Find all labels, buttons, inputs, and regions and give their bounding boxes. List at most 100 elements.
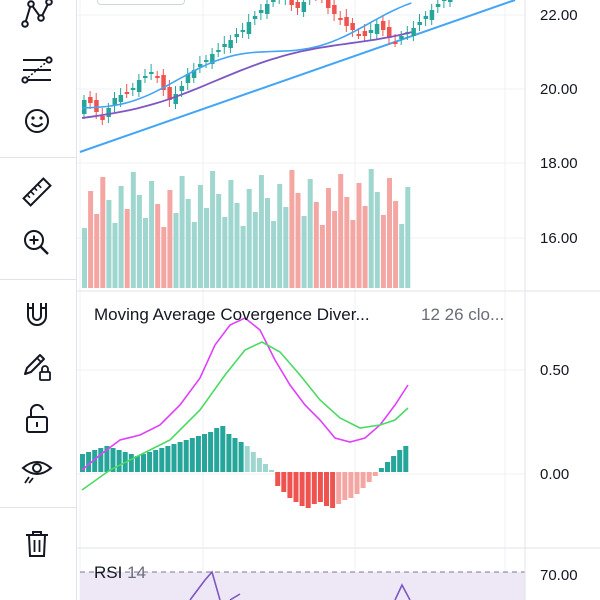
zoom-in-button[interactable] [14, 223, 60, 263]
macd-histogram-bar [104, 446, 110, 472]
volume-bar [82, 228, 87, 288]
volume-bar [88, 191, 94, 288]
macd-histogram-bar [183, 440, 189, 472]
eye-icon [21, 461, 53, 484]
price-axis-label: 16.00 [540, 230, 578, 247]
volume-bar [149, 181, 155, 288]
drawing-toolbar [0, 0, 77, 600]
candle-body [252, 16, 258, 19]
price-axis-label: 22.00 [540, 7, 578, 24]
emoji-button[interactable] [14, 101, 60, 141]
unlock-button[interactable] [14, 399, 60, 439]
volume-bar [191, 222, 197, 288]
fib-retracement-button[interactable] [14, 50, 60, 90]
macd-histogram-bar [354, 472, 360, 494]
macd-histogram-bar [226, 434, 232, 472]
trash-icon [26, 531, 48, 557]
candle-body [423, 16, 429, 19]
chart-canvas[interactable]: 22.00 20.00 18.00 16.00 0.50 0.00 70.00 [77, 0, 600, 600]
candle-body [417, 22, 422, 25]
candle-body [344, 17, 349, 26]
volume-bar [197, 185, 203, 288]
volume-bar [399, 224, 405, 288]
macd-histogram-bar [378, 468, 384, 472]
candle-body [338, 18, 343, 20]
macd-indicator-title[interactable]: Moving Average Covergence Diver... [94, 305, 370, 324]
candle-body [143, 76, 148, 78]
candle-body [368, 30, 374, 33]
macd-axis-label: 0.00 [540, 466, 569, 483]
macd-axis-label: 0.50 [540, 362, 569, 379]
chart-area[interactable]: 22.00 20.00 18.00 16.00 0.50 0.00 70.00 [77, 0, 600, 600]
macd-histogram-bar [244, 446, 250, 472]
macd-histogram [80, 426, 409, 508]
lock-drawings-button[interactable] [14, 346, 60, 386]
macd-histogram-bar [348, 472, 354, 498]
macd-histogram-bar [317, 472, 323, 502]
candle-body [362, 31, 368, 36]
volume-bar [185, 199, 191, 288]
macd-histogram-bar [86, 452, 92, 472]
candle-body [149, 72, 154, 74]
volume-bar [136, 195, 142, 288]
macd-histogram-bar [275, 472, 281, 486]
candle-body [380, 21, 386, 30]
price-axis-label: 18.00 [540, 155, 578, 172]
candle-body [326, 0, 331, 8]
volume-bar [143, 218, 148, 288]
volume-bar [350, 220, 356, 288]
candle-body [173, 94, 178, 104]
macd-histogram-bar [153, 450, 159, 472]
volume-bar [393, 201, 399, 288]
macd-histogram-bar [391, 456, 397, 472]
volume-bar [118, 186, 124, 288]
price-axis-label: 20.00 [540, 81, 578, 98]
ruler-button[interactable] [14, 172, 60, 212]
volume-bar [112, 223, 118, 288]
volume-bar [252, 212, 258, 288]
volume-bar [155, 204, 161, 288]
grid-lines [77, 0, 525, 600]
rsi-indicator-param: 14 [127, 563, 146, 582]
volume-bar [368, 169, 374, 288]
candle-body [356, 34, 361, 36]
candle-body [332, 5, 337, 14]
legend-toggle[interactable] [97, 0, 185, 5]
candle-body [204, 60, 209, 62]
rsi-indicator-title[interactable]: RSI 14 [94, 563, 146, 583]
macd-histogram-bar [342, 472, 348, 500]
volume-bar [124, 209, 130, 288]
macd-histogram-bar [232, 438, 238, 472]
macd-histogram-bar [250, 452, 256, 472]
macd-histogram-bar [330, 472, 336, 508]
volume-bar [289, 170, 295, 288]
rsi-axis-label: 70.00 [540, 567, 578, 584]
candle-body [130, 88, 136, 90]
magnet-button[interactable] [14, 295, 60, 335]
remove-drawings-button[interactable] [14, 523, 60, 563]
macd-indicator-params[interactable]: 12 26 clo... [421, 305, 505, 324]
volume-bar [362, 206, 368, 288]
macd-histogram-bar [116, 450, 122, 472]
macd-histogram-bar [220, 426, 226, 472]
volume-bar [240, 226, 246, 288]
volume-bar [332, 211, 338, 288]
candle-body [374, 24, 380, 34]
volume-bar [204, 208, 209, 288]
trend-line[interactable] [79, 0, 516, 153]
volume-bar [307, 179, 313, 288]
volume-bar [295, 193, 301, 288]
macd-histogram-bar [397, 450, 403, 472]
ma-slow-line [81, 31, 412, 119]
magnet-icon [27, 303, 47, 326]
macd-histogram-bar [80, 454, 85, 472]
pattern-tool-button[interactable] [14, 0, 60, 34]
hide-drawings-button[interactable] [14, 450, 60, 490]
candle-body [82, 100, 87, 114]
macd-histogram-bar [189, 438, 195, 472]
candlesticks [82, 0, 453, 125]
candle-body [161, 75, 166, 90]
candle-body [448, 0, 453, 2]
rsi-indicator-name: RSI [94, 563, 123, 582]
volume-bar [228, 180, 234, 288]
